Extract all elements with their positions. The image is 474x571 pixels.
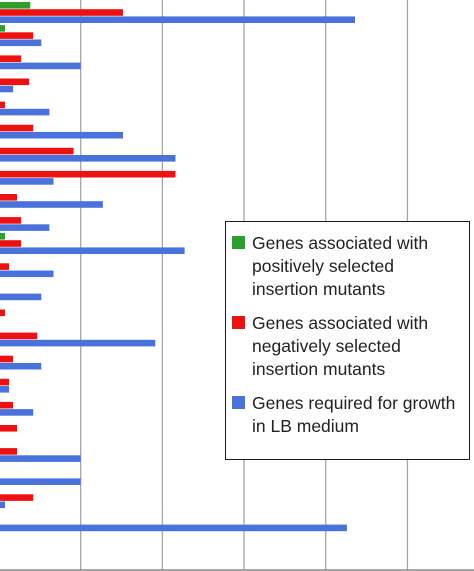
bar-series2-row21 <box>0 501 5 509</box>
legend-swatch-lb-growth <box>232 396 245 409</box>
bar-series1-row16 <box>0 378 10 386</box>
bar-series0-row10 <box>0 233 5 240</box>
bar-series1-row8 <box>0 194 18 201</box>
bar-series2-row16 <box>0 386 10 393</box>
bar-series1-row2 <box>0 55 22 62</box>
bar-series2-row14 <box>0 339 156 347</box>
bar-series1-row10 <box>0 240 22 247</box>
bar-series2-row11 <box>0 270 54 278</box>
bar-series1-row9 <box>0 217 22 224</box>
bar-series2-row6 <box>0 155 176 162</box>
bar-series1-row19 <box>0 448 18 455</box>
bar-series1-row0 <box>0 9 123 16</box>
bar-series0-row1 <box>0 25 5 32</box>
bar-series1-row14 <box>0 332 38 340</box>
bar-series1-row15 <box>0 355 14 363</box>
bar-series2-row10 <box>0 247 185 254</box>
bar-series2-row12 <box>0 293 42 301</box>
bar-series2-row9 <box>0 224 50 231</box>
bar-series1-row17 <box>0 401 14 409</box>
legend-label-lb-growth: Genes required for growth in LB medium <box>252 393 456 436</box>
bar-series1-row4 <box>0 101 5 109</box>
legend: Genes associated with positively selecte… <box>225 221 470 460</box>
bar-series1-row6 <box>0 147 74 155</box>
legend-label-negative: Genes associated with negatively selecte… <box>252 313 429 379</box>
bar-series1-row21 <box>0 494 34 501</box>
bar-series2-row0 <box>0 16 355 23</box>
bar-series2-row3 <box>0 85 14 93</box>
bar-series0-row0 <box>0 2 31 9</box>
bar-series2-row2 <box>0 62 81 70</box>
bars <box>0 2 355 532</box>
bar-series1-row7 <box>0 170 176 178</box>
bar-series2-row15 <box>0 362 42 370</box>
bar-series1-row13 <box>0 309 5 317</box>
bar-series1-row1 <box>0 32 34 39</box>
bar-series2-row4 <box>0 108 50 116</box>
legend-item-lb-growth: Genes required for growth in LB medium <box>232 392 461 438</box>
bar-series1-row5 <box>0 124 34 132</box>
bar-series1-row3 <box>0 78 30 86</box>
bar-series2-row19 <box>0 455 81 462</box>
bar-series1-row18 <box>0 425 18 432</box>
bar-series2-row20 <box>0 478 81 485</box>
bar-series2-row22 <box>0 524 347 532</box>
bar-series2-row1 <box>0 39 42 47</box>
bar-series2-row7 <box>0 178 54 185</box>
legend-item-positive: Genes associated with positively selecte… <box>232 232 461 301</box>
legend-item-negative: Genes associated with negatively selecte… <box>232 312 461 381</box>
legend-label-positive: Genes associated with positively selecte… <box>252 233 429 299</box>
bar-series1-row11 <box>0 263 10 270</box>
bar-series2-row5 <box>0 131 123 139</box>
legend-swatch-negative <box>232 316 245 329</box>
legend-swatch-positive <box>232 236 245 249</box>
bar-series2-row17 <box>0 409 34 416</box>
bar-series2-row8 <box>0 201 103 208</box>
